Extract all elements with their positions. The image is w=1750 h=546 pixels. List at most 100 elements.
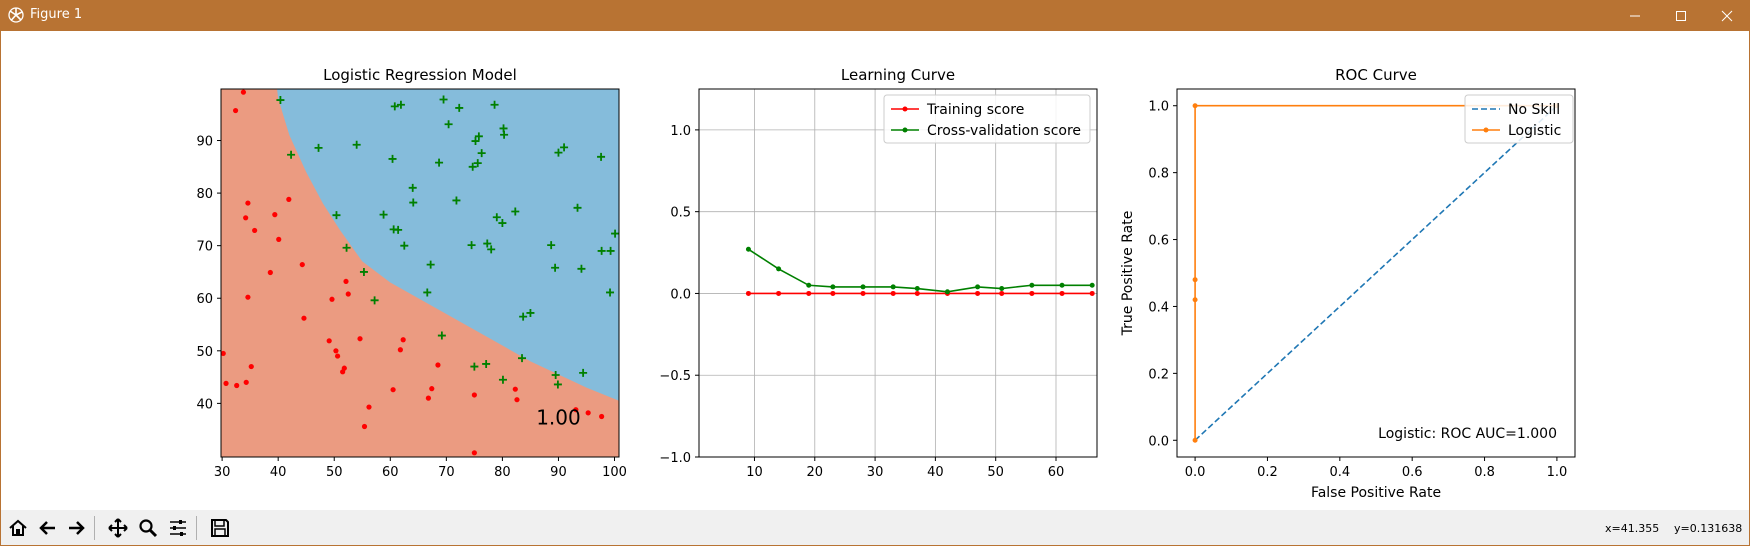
class-1-point	[492, 213, 501, 222]
cross-validation-score-point	[944, 289, 950, 295]
class-0-point	[400, 337, 406, 343]
class-0-point	[243, 215, 249, 221]
zoom-icon	[139, 519, 158, 538]
plot-area	[699, 89, 1097, 457]
class-1-point	[498, 219, 507, 228]
class-1-point	[435, 158, 444, 167]
y-tick-label: 0.0	[670, 287, 691, 302]
y-tick-label: 0.4	[1148, 300, 1169, 315]
legend-label: Logistic	[1508, 123, 1561, 139]
y-tick-label: 0.8	[1148, 167, 1169, 182]
class-1-point	[396, 100, 405, 109]
close-button[interactable]	[1704, 0, 1750, 31]
y-tick-label: 70	[196, 240, 213, 255]
close-icon	[1721, 10, 1733, 22]
class-0-point	[245, 200, 251, 206]
class-1-point	[554, 148, 563, 157]
class-1-point	[606, 246, 615, 255]
y-tick-label: 40	[196, 397, 213, 412]
class-0-point	[599, 413, 605, 420]
class-1-point	[473, 159, 482, 168]
class-1-point	[518, 354, 527, 363]
class-1-point	[394, 225, 403, 234]
y-tick-label: 0.5	[670, 206, 691, 221]
class-1-point	[519, 312, 528, 321]
cross-validation-score-point	[975, 284, 981, 290]
forward-button[interactable]	[62, 514, 90, 542]
class-1-point	[426, 260, 435, 269]
class-1-point	[487, 245, 496, 254]
class-1-point	[579, 368, 588, 377]
y-tick-label: 0.6	[1148, 234, 1169, 249]
class-1-point	[577, 264, 586, 273]
class-1-point	[606, 288, 615, 297]
class-0-point	[357, 336, 363, 342]
training-score-point	[806, 290, 812, 296]
y-tick-label: 0.2	[1148, 367, 1169, 382]
class-0-point	[435, 362, 441, 368]
x-tick-label: 70	[438, 465, 455, 480]
class-1-point	[553, 380, 562, 389]
cross-validation-score-point	[890, 284, 896, 290]
class-0-point	[345, 291, 351, 297]
forward-arrow-icon	[69, 521, 85, 535]
class-0-point	[390, 387, 396, 393]
y-tick-label: −0.5	[659, 369, 691, 384]
class-1-point	[467, 241, 476, 250]
save-button[interactable]	[206, 514, 234, 542]
navigation-toolbar: x=41.355 y=0.131638	[1, 510, 1749, 545]
class-1-point	[276, 96, 285, 105]
training-score-point	[1029, 290, 1035, 296]
cross-validation-score-point	[914, 286, 920, 292]
class-1-point	[471, 137, 480, 146]
class-1-point	[498, 375, 507, 384]
configure-subplots-icon	[170, 520, 186, 536]
class-1-point	[482, 359, 491, 368]
class-1-point	[390, 102, 399, 111]
x-tick-label: 40	[927, 465, 944, 480]
figure-canvas[interactable]: 1.00 Logistic Regression Model 30 40 50 60 70 8…	[1, 31, 1749, 510]
class-1-region	[277, 89, 619, 401]
y-tick-label: 60	[196, 292, 213, 307]
class-0-point	[514, 397, 520, 403]
legend-marker	[902, 106, 908, 112]
save-icon	[211, 519, 229, 537]
cross-validation-score-point	[860, 284, 866, 290]
cross-validation-score-point	[806, 282, 812, 288]
class-0-point	[329, 296, 335, 302]
toolbar-separator	[196, 516, 197, 540]
class-0-point	[286, 196, 292, 202]
class-0-point	[585, 410, 591, 416]
class-0-point	[248, 363, 254, 370]
class-0-point	[299, 261, 305, 268]
pan-button[interactable]	[104, 514, 132, 542]
class-1-point	[388, 154, 397, 163]
minimize-button[interactable]	[1612, 0, 1658, 31]
maximize-button[interactable]	[1658, 0, 1704, 31]
class-0-point	[252, 227, 258, 234]
class-0-point	[243, 379, 249, 385]
logistic-roc-point	[1192, 437, 1198, 443]
class-0-point	[333, 348, 339, 354]
logistic-roc-point	[1192, 277, 1198, 283]
cross-validation-score-line	[748, 248, 1093, 293]
window-title: Figure 1	[30, 7, 83, 22]
cross-validation-score-point	[830, 284, 836, 290]
back-button[interactable]	[34, 514, 62, 542]
class-0-point	[366, 404, 372, 410]
x-tick-label: 40	[270, 465, 287, 480]
plot-area	[221, 89, 619, 457]
class-1-point	[400, 241, 409, 250]
class-1-point	[573, 203, 582, 212]
x-tick-label: 20	[807, 465, 824, 480]
y-tick-label: 0.0	[1148, 434, 1169, 449]
configure-subplots-button[interactable]	[164, 514, 192, 542]
zoom-button[interactable]	[134, 514, 162, 542]
x-tick-label: 50	[987, 465, 1004, 480]
home-button[interactable]	[4, 514, 32, 542]
class-0-point	[301, 315, 307, 321]
maximize-icon	[1676, 11, 1686, 21]
window-title-bar: Figure 1	[0, 0, 1750, 31]
class-1-point	[526, 308, 535, 317]
x-tick-label: 80	[494, 465, 511, 480]
